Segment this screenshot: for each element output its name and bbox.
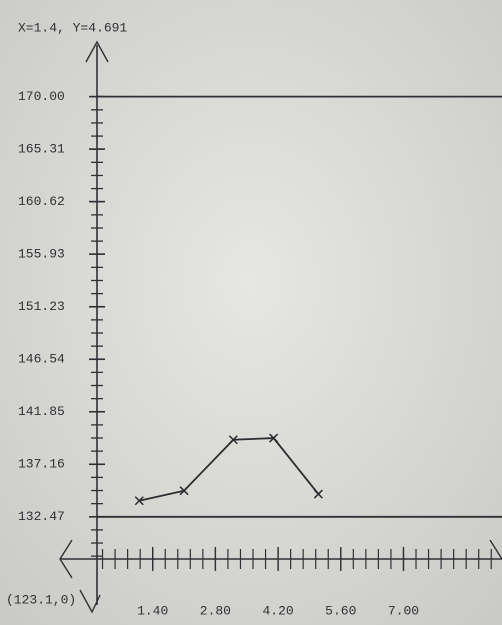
y-tick-label: 141.85	[18, 404, 65, 419]
y-tick-label: 146.54	[18, 352, 65, 367]
y-tick-label: 137.16	[18, 457, 65, 472]
y-arrow	[85, 40, 109, 63]
origin-label: (123.1,0)	[6, 592, 76, 607]
x-arrow-right	[489, 539, 502, 560]
data-point	[134, 496, 144, 506]
y-tick-label: 132.47	[18, 509, 65, 524]
x-tick-label: 1.40	[137, 603, 168, 618]
x-tick-label: 4.20	[262, 603, 293, 618]
x-tick-label: 7.00	[388, 603, 419, 618]
x-tick-label: 5.60	[325, 603, 356, 618]
y-tick-label: 165.31	[18, 142, 65, 157]
y-tick-label: 151.23	[18, 299, 65, 314]
data-point	[179, 486, 189, 496]
cursor-readout: X=1.4, Y=4.691	[18, 20, 127, 35]
x-tick-label: 2.80	[200, 603, 231, 618]
y-tick-label: 160.62	[18, 194, 65, 209]
y-tick-label: 155.93	[18, 247, 65, 262]
data-point	[313, 489, 323, 499]
y-tick-label: 170.00	[18, 89, 65, 104]
data-point	[228, 435, 238, 445]
data-point	[269, 433, 279, 443]
